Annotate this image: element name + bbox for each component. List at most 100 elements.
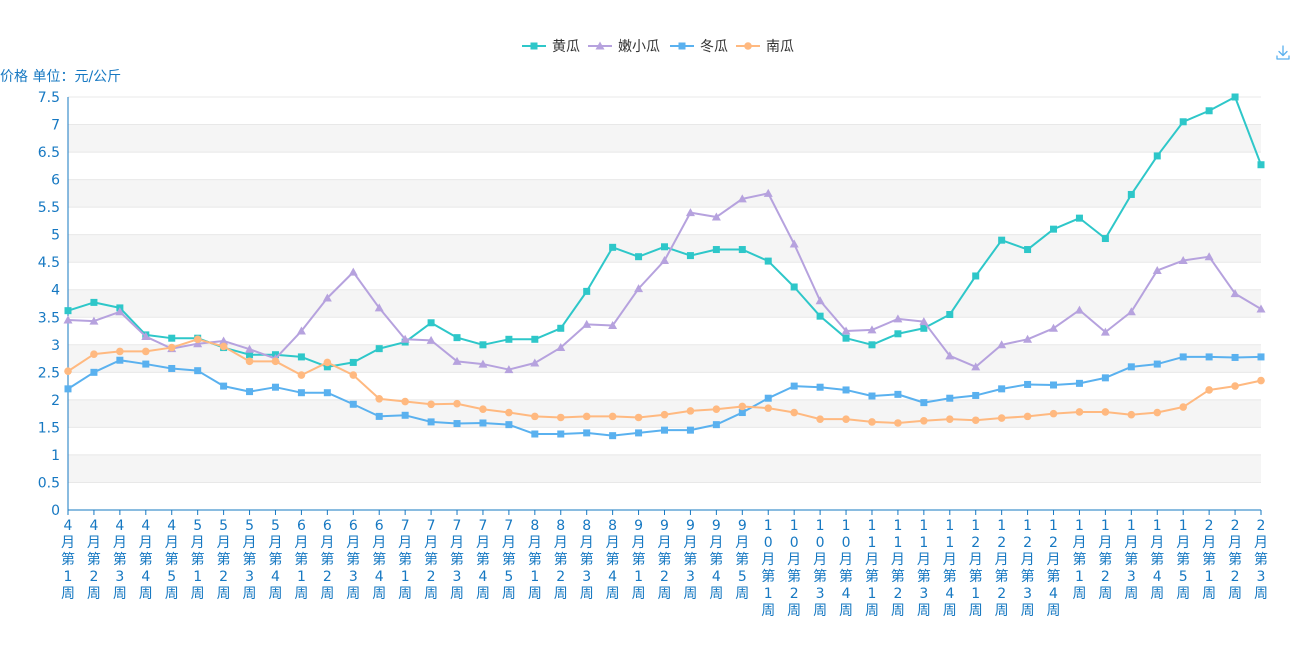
data-point (660, 410, 669, 419)
data-point (894, 390, 902, 398)
data-point (194, 367, 202, 375)
data-point (297, 353, 305, 361)
data-point (868, 418, 876, 426)
x-tick-label: 1 2 月第 1 周 (969, 518, 983, 619)
data-point (946, 311, 954, 319)
x-tick-label: 4 月第 3 周 (113, 518, 127, 602)
data-point (1101, 408, 1110, 416)
data-point (764, 404, 773, 412)
data-point (712, 421, 720, 429)
data-point (297, 371, 306, 379)
x-tick-label: 4 月第 1 周 (61, 518, 75, 602)
x-tick-label: 1 1 月第 3 周 (917, 518, 931, 619)
data-point (219, 336, 229, 345)
y-tick-label: 1.5 (38, 420, 60, 436)
x-tick-label: 2 月第 3 周 (1254, 518, 1268, 602)
data-point (972, 272, 980, 280)
data-point (193, 335, 202, 344)
data-point (1024, 246, 1032, 254)
data-point (349, 371, 358, 379)
x-tick-label: 4 月第 4 周 (139, 518, 153, 602)
data-point (712, 405, 721, 414)
data-point (1257, 376, 1265, 385)
legend-label: 冬瓜 (700, 39, 728, 55)
data-point (297, 389, 305, 397)
y-tick-label: 0 (51, 503, 60, 519)
data-point (1126, 307, 1136, 316)
data-point (271, 357, 280, 366)
series-4 (64, 335, 1265, 427)
x-tick-label: 1 2 月第 4 周 (1047, 518, 1061, 619)
data-point (816, 312, 824, 320)
legend-swatch-marker (595, 41, 605, 50)
download-icon[interactable] (1274, 44, 1292, 62)
data-point (738, 402, 747, 411)
data-point (1256, 304, 1266, 313)
data-point (764, 257, 772, 265)
legend-item-4[interactable]: 南瓜 (736, 39, 794, 55)
data-point (789, 239, 799, 248)
data-point (582, 412, 591, 421)
data-point (116, 347, 124, 356)
y-tick-label: 7.5 (38, 90, 60, 106)
data-point (116, 356, 124, 364)
data-point (1074, 305, 1084, 314)
grid-band (68, 179, 1261, 208)
legend-item-2[interactable]: 嫩小瓜 (588, 39, 660, 55)
grid-lines (68, 96, 1261, 483)
data-point (479, 419, 487, 427)
x-tick-label: 1 1 月第 4 周 (943, 518, 957, 619)
x-tick-label: 9 月第 1 周 (632, 518, 646, 602)
data-point (504, 365, 514, 374)
data-point (920, 399, 928, 407)
data-point (401, 411, 409, 419)
legend-label: 黄瓜 (552, 38, 580, 55)
data-point (349, 358, 357, 366)
x-tick-label: 9 月第 2 周 (658, 518, 672, 602)
y-tick-label: 3.5 (38, 310, 60, 326)
data-point (168, 334, 176, 342)
data-point (556, 343, 566, 352)
data-point (945, 351, 955, 360)
data-point (479, 341, 487, 349)
data-point (583, 287, 591, 295)
data-point (1127, 363, 1135, 371)
legend-label: 嫩小瓜 (618, 39, 660, 55)
data-point (894, 419, 902, 427)
data-point (1075, 408, 1084, 416)
x-tick-label: 1 月第 1 周 (1072, 518, 1086, 602)
data-point (453, 399, 461, 408)
series-2 (63, 188, 1266, 374)
series-group (63, 93, 1266, 440)
x-tick-label: 7 月第 3 周 (450, 518, 464, 602)
x-tick-label: 2 月第 2 周 (1228, 518, 1242, 602)
y-tick-label: 2.5 (38, 365, 60, 381)
data-point (401, 397, 409, 406)
data-point (89, 316, 99, 325)
legend-swatch-marker (678, 42, 686, 50)
data-point (790, 382, 798, 390)
x-tick-label: 8 月第 4 周 (606, 518, 620, 602)
data-point (946, 394, 954, 402)
legend[interactable]: 黄瓜 嫩小瓜 冬瓜 南瓜 (522, 38, 794, 55)
x-tick-label: 1 2 月第 2 周 (995, 518, 1009, 619)
y-tick-label: 4.5 (38, 255, 60, 271)
data-point (971, 362, 981, 371)
x-tick-label: 4 月第 5 周 (165, 518, 179, 602)
data-point (842, 334, 850, 342)
data-point (1023, 412, 1032, 421)
legend-item-1[interactable]: 黄瓜 (522, 38, 580, 55)
data-point (452, 356, 462, 365)
data-point (738, 409, 746, 417)
grid-band (68, 344, 1261, 373)
data-point (1050, 381, 1058, 389)
data-point (1179, 353, 1187, 361)
x-tick-label: 1 1 月第 1 周 (865, 518, 879, 619)
legend-item-3[interactable]: 冬瓜 (670, 39, 728, 55)
data-point (349, 400, 357, 408)
data-point (1153, 408, 1162, 417)
data-point (893, 314, 903, 323)
data-point (635, 253, 643, 261)
data-point (1205, 107, 1213, 115)
data-point (168, 364, 176, 372)
